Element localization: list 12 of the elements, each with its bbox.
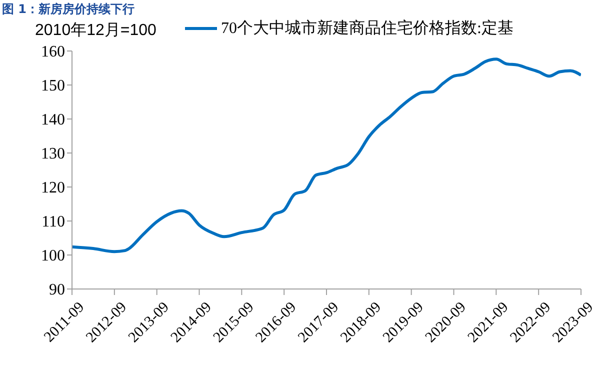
y-tick-label: 160: [41, 44, 65, 61]
y-tick-label: 120: [41, 180, 65, 197]
y-axis-title: 2010年12月=100: [35, 21, 156, 41]
y-tick-label: 110: [42, 214, 65, 231]
y-tick-label: 140: [41, 112, 65, 129]
line-series: [72, 58, 581, 254]
y-tick-label: 130: [41, 146, 65, 163]
chart-title: 图 1：新房房价持续下行: [2, 1, 135, 18]
y-tick-label: 150: [41, 78, 65, 95]
y-tick-label: 90: [49, 282, 65, 299]
y-tick-label: 100: [41, 248, 65, 265]
legend-label: 70个大中城市新建商品住宅价格指数:定基: [221, 18, 514, 39]
